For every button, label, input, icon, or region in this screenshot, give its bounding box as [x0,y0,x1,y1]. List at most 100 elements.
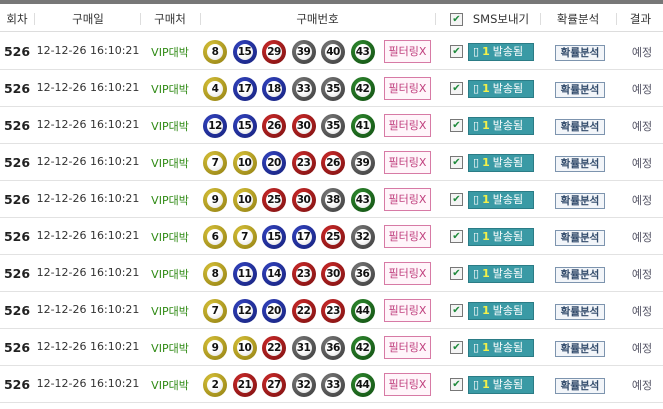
filter-button[interactable]: 필터링X [384,188,431,211]
header-analysis: 확률분석 [556,12,600,26]
ball-number: 43 [354,44,371,60]
ball-number: 9 [207,340,223,356]
sms-status-button[interactable]: ▯ 1 발송됨 [468,154,534,172]
ball-number: 35 [325,118,341,134]
ball-number: 20 [266,155,282,171]
sms-status: 발송됨 [492,341,524,354]
ball-number: 12 [236,303,253,319]
divider [34,13,35,25]
lotto-ball: 42 [350,77,375,101]
row-checkbox[interactable]: ✔ [450,304,463,317]
ball-number: 12 [207,118,223,134]
table-row: 526 12-12-26 16:10:21 VIP대박 2 21 27 32 33 44 필터… [0,366,663,403]
filter-button[interactable]: 필터링X [384,77,431,100]
phone-icon: ▯ [473,82,480,95]
lotto-ball: 9 [203,336,227,360]
lotto-ball: 29 [262,40,286,64]
filter-button[interactable]: 필터링X [384,225,431,248]
analysis-button[interactable]: 확률분석 [555,156,605,172]
lotto-ball: 14 [262,262,286,286]
analysis-button[interactable]: 확률분석 [555,304,605,320]
ball-number: 17 [236,81,253,97]
sms-status-button[interactable]: ▯ 1 발송됨 [468,228,534,246]
select-all-checkbox[interactable]: ✔ [450,13,463,26]
lotto-ball: 25 [262,188,286,212]
sms-status-button[interactable]: ▯ 1 발송됨 [468,376,534,394]
table-row: 526 12-12-26 16:10:21 VIP대박 8 11 14 23 30 36 필터… [0,255,663,292]
purchase-date: 12-12-26 16:10:21 [36,303,140,316]
lotto-ball: 20 [262,299,286,323]
analysis-button[interactable]: 확률분석 [555,119,605,135]
purchase-date: 12-12-26 16:10:21 [36,118,140,131]
table-row: 526 12-12-26 16:10:21 VIP대박 6 7 15 17 25 32 필터링… [0,218,663,255]
purchase-shop: VIP대박 [151,120,189,133]
analysis-button[interactable]: 확률분석 [555,267,605,283]
ball-number: 4 [207,81,223,97]
lotto-ball: 15 [232,40,257,64]
lotto-ball: 31 [291,336,316,360]
analysis-button[interactable]: 확률분석 [555,230,605,246]
analysis-button[interactable]: 확률분석 [555,45,605,61]
ball-number: 35 [325,81,341,97]
sms-count: 1 [482,341,490,354]
lotto-ball: 40 [321,40,345,64]
phone-icon: ▯ [473,119,480,132]
analysis-button[interactable]: 확률분석 [555,341,605,357]
filter-button[interactable]: 필터링X [384,262,431,285]
round-number: 526 [3,266,31,281]
sms-status-button[interactable]: ▯ 1 발송됨 [468,80,534,98]
lotto-ball: 44 [350,299,375,323]
filter-button[interactable]: 필터링X [384,151,431,174]
row-checkbox[interactable]: ✔ [450,82,463,95]
ball-number: 44 [354,377,371,393]
sms-status-button[interactable]: ▯ 1 발송됨 [468,117,534,135]
sms-status-button[interactable]: ▯ 1 발송됨 [468,302,534,320]
row-checkbox[interactable]: ✔ [450,230,463,243]
row-checkbox[interactable]: ✔ [450,119,463,132]
lotto-ball: 18 [262,77,286,101]
analysis-button[interactable]: 확률분석 [555,82,605,98]
lotto-ball: 10 [232,188,257,212]
filter-button[interactable]: 필터링X [384,114,431,137]
ball-number: 22 [295,303,312,319]
phone-icon: ▯ [473,341,480,354]
row-checkbox[interactable]: ✔ [450,156,463,169]
header-result: 결과 [629,12,652,26]
lotto-ball: 42 [350,336,375,360]
lotto-ball: 35 [321,114,345,138]
sms-status-button[interactable]: ▯ 1 발송됨 [468,265,534,283]
analysis-button[interactable]: 확률분석 [555,378,605,394]
lotto-ball: 30 [291,188,316,212]
ball-number: 39 [354,155,371,171]
table-row: 526 12-12-26 16:10:21 VIP대박 8 15 29 39 40 43 필터… [0,33,663,70]
lotto-ball: 23 [291,151,316,175]
row-checkbox[interactable]: ✔ [450,193,463,206]
row-checkbox[interactable]: ✔ [450,341,463,354]
sms-status: 발송됨 [492,82,524,95]
round-number: 526 [3,155,31,170]
sms-status-button[interactable]: ▯ 1 발송됨 [468,339,534,357]
sms-status-button[interactable]: ▯ 1 발송됨 [468,191,534,209]
filter-button[interactable]: 필터링X [384,336,431,359]
sms-count: 1 [482,193,490,206]
divider [140,13,141,25]
filter-button[interactable]: 필터링X [384,373,431,396]
filter-button[interactable]: 필터링X [384,40,431,63]
sms-status: 발송됨 [492,230,524,243]
filter-button[interactable]: 필터링X [384,299,431,322]
phone-icon: ▯ [473,193,480,206]
row-checkbox[interactable]: ✔ [450,45,463,58]
round-number: 526 [3,340,31,355]
table-row: 526 12-12-26 16:10:21 VIP대박 7 12 20 22 23 44 필터… [0,292,663,329]
row-checkbox[interactable]: ✔ [450,267,463,280]
purchase-shop: VIP대박 [151,231,189,244]
header-date: 구매일 [72,12,104,26]
row-checkbox[interactable]: ✔ [450,378,463,391]
analysis-button[interactable]: 확률분석 [555,193,605,209]
lotto-ball: 25 [321,225,345,249]
sms-status-button[interactable]: ▯ 1 발송됨 [468,43,534,61]
sms-count: 1 [482,230,490,243]
sms-count: 1 [482,267,490,280]
ball-number: 15 [236,44,253,60]
sms-count: 1 [482,378,490,391]
